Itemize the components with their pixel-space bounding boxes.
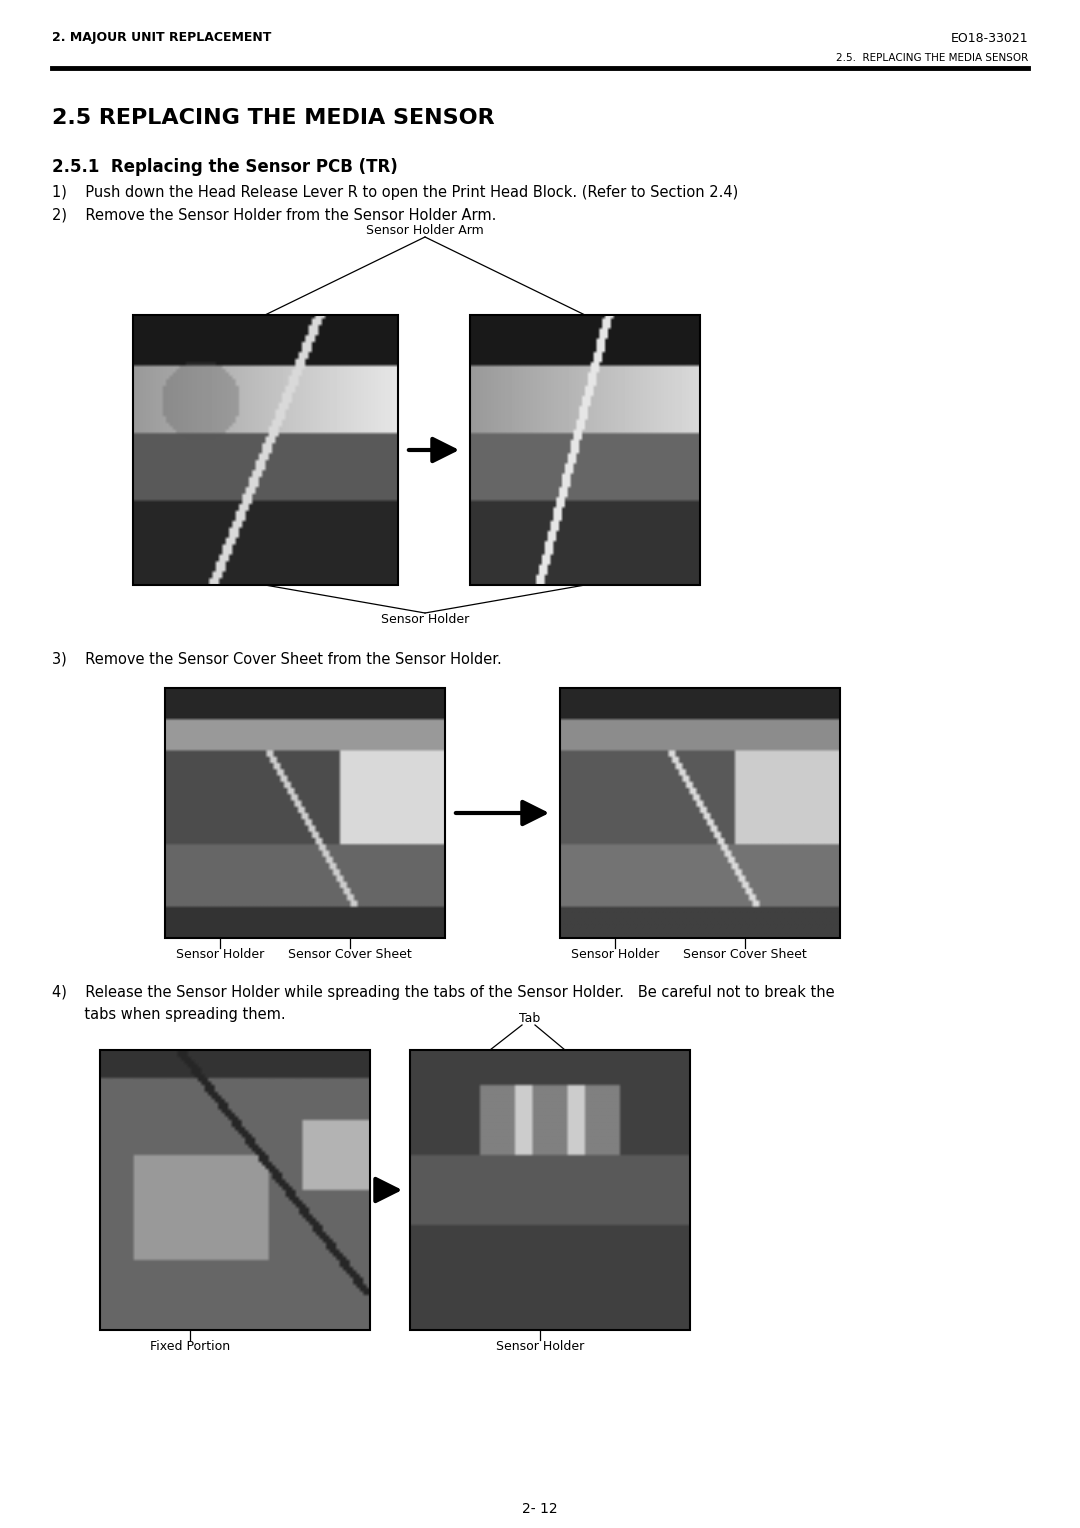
Text: Sensor Holder Arm: Sensor Holder Arm [366, 225, 484, 237]
Text: Sensor Holder: Sensor Holder [571, 947, 659, 961]
Text: Sensor Holder: Sensor Holder [496, 1340, 584, 1352]
Text: 3)    Remove the Sensor Cover Sheet from the Sensor Holder.: 3) Remove the Sensor Cover Sheet from th… [52, 652, 502, 668]
Text: 2.5.  REPLACING THE MEDIA SENSOR: 2.5. REPLACING THE MEDIA SENSOR [836, 53, 1028, 63]
Text: Sensor Cover Sheet: Sensor Cover Sheet [288, 947, 411, 961]
Text: 2- 12: 2- 12 [523, 1502, 557, 1516]
Text: Sensor Cover Sheet: Sensor Cover Sheet [684, 947, 807, 961]
Bar [470, 315, 700, 585]
Text: EO18-33021: EO18-33021 [950, 32, 1028, 44]
Bar [133, 315, 399, 585]
Bar [165, 688, 445, 938]
Text: 4)    Release the Sensor Holder while spreading the tabs of the Sensor Holder.  : 4) Release the Sensor Holder while sprea… [52, 986, 835, 999]
Text: 2. MAJOUR UNIT REPLACEMENT: 2. MAJOUR UNIT REPLACEMENT [52, 32, 271, 44]
Text: Tab: Tab [519, 1012, 541, 1025]
Text: 1)    Push down the Head Release Lever R to open the Print Head Block. (Refer to: 1) Push down the Head Release Lever R to… [52, 185, 739, 200]
Bar [561, 688, 840, 938]
Text: 2.5.1  Replacing the Sensor PCB (TR): 2.5.1 Replacing the Sensor PCB (TR) [52, 157, 397, 176]
Text: tabs when spreading them.: tabs when spreading them. [52, 1007, 285, 1022]
Text: 2.5 REPLACING THE MEDIA SENSOR: 2.5 REPLACING THE MEDIA SENSOR [52, 108, 495, 128]
Bar [100, 1050, 370, 1329]
Text: 2)    Remove the Sensor Holder from the Sensor Holder Arm.: 2) Remove the Sensor Holder from the Sen… [52, 206, 497, 222]
Text: Sensor Holder: Sensor Holder [176, 947, 265, 961]
Bar [410, 1050, 690, 1329]
Text: Sensor Holder: Sensor Holder [381, 613, 469, 626]
Text: Fixed Portion: Fixed Portion [150, 1340, 230, 1352]
